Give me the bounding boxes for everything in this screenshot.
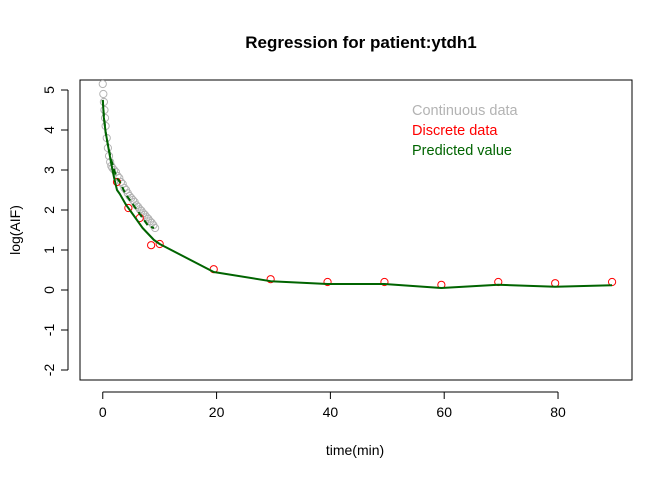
data-point (99, 89, 108, 99)
series-2 (101, 99, 613, 289)
series-1 (112, 177, 617, 289)
x-tick-label: 20 (209, 404, 225, 420)
x-tick-label: 60 (436, 404, 452, 420)
y-tick-label: -2 (41, 364, 57, 377)
fit-dashed-line (101, 99, 155, 229)
data-point (266, 275, 275, 284)
plot-area-frame (79, 79, 633, 381)
predicted-line (101, 99, 613, 289)
data-point (98, 79, 107, 89)
y-axis-label: log(AIF) (7, 205, 23, 255)
y-tick-label: 0 (41, 286, 57, 294)
data-point (155, 239, 164, 249)
legend-entry: Discrete data (412, 123, 498, 139)
x-tick-label: 40 (323, 404, 339, 420)
y-tick-label: 1 (41, 246, 57, 254)
x-axis-label: time(min) (326, 442, 384, 458)
data-point (380, 277, 389, 287)
data-point (124, 203, 133, 213)
y-tick-label: 5 (41, 86, 57, 94)
y-tick-label: 4 (41, 126, 57, 134)
x-tick-label: 0 (99, 404, 107, 420)
y-tick-label: 3 (41, 166, 57, 174)
x-tick-label: 80 (550, 404, 566, 420)
legend-entry: Continuous data (412, 103, 519, 119)
y-axis: -2 -1 0 1 2 3 4 5 (41, 86, 69, 377)
legend-entry: Predicted value (412, 143, 512, 159)
legend: Continuous data Discrete data Predicted va… (412, 103, 519, 159)
y-tick-label: -1 (41, 324, 57, 337)
series-3 (101, 99, 155, 229)
chart-title: Regression for patient:ytdh1 (245, 33, 476, 52)
plot-marks (98, 79, 617, 289)
y-tick-label: 2 (41, 206, 57, 214)
data-point (116, 177, 126, 187)
data-point (147, 241, 156, 250)
x-axis: 0 20 40 60 80 (99, 391, 566, 420)
data-point (323, 277, 332, 287)
